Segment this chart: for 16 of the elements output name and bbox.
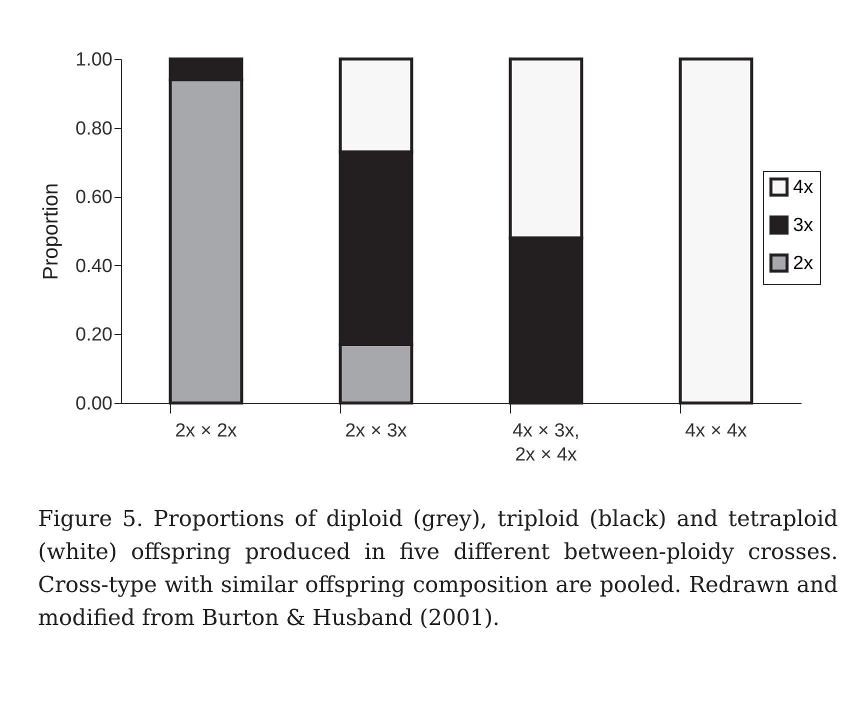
y-axis-title: Proportion	[40, 183, 63, 280]
y-tick-label: 0.40	[76, 256, 112, 277]
y-tick-label: 1.00	[76, 50, 112, 70]
legend-label: 3x	[793, 215, 814, 236]
legend-label: 4x	[793, 177, 814, 198]
x-tick-label: 4x × 3x, 2x × 4x	[512, 420, 580, 466]
y-tick-label: 0.60	[76, 187, 112, 208]
x-tick-label: 2x × 3x	[345, 420, 408, 442]
caption: Figure 5. Proportions of diploid (grey), triploid (black) and tetraploid (white) offspring produced in five different between-ploidy crosses. Cross-type with similar offspring composition are pooled. Redrawn and modified from Burton & Husband (2001).	[38, 506, 838, 633]
y-tick-label: 0.20	[76, 324, 112, 346]
y-tick-label: 0.00	[76, 394, 112, 414]
y-tick-label: 0.80	[76, 118, 112, 140]
x-tick-label: 4x × 4x	[685, 420, 748, 442]
legend-label: 2x	[793, 253, 814, 274]
bar	[678, 58, 754, 404]
x-tick-label: 2x × 2x	[175, 420, 238, 442]
